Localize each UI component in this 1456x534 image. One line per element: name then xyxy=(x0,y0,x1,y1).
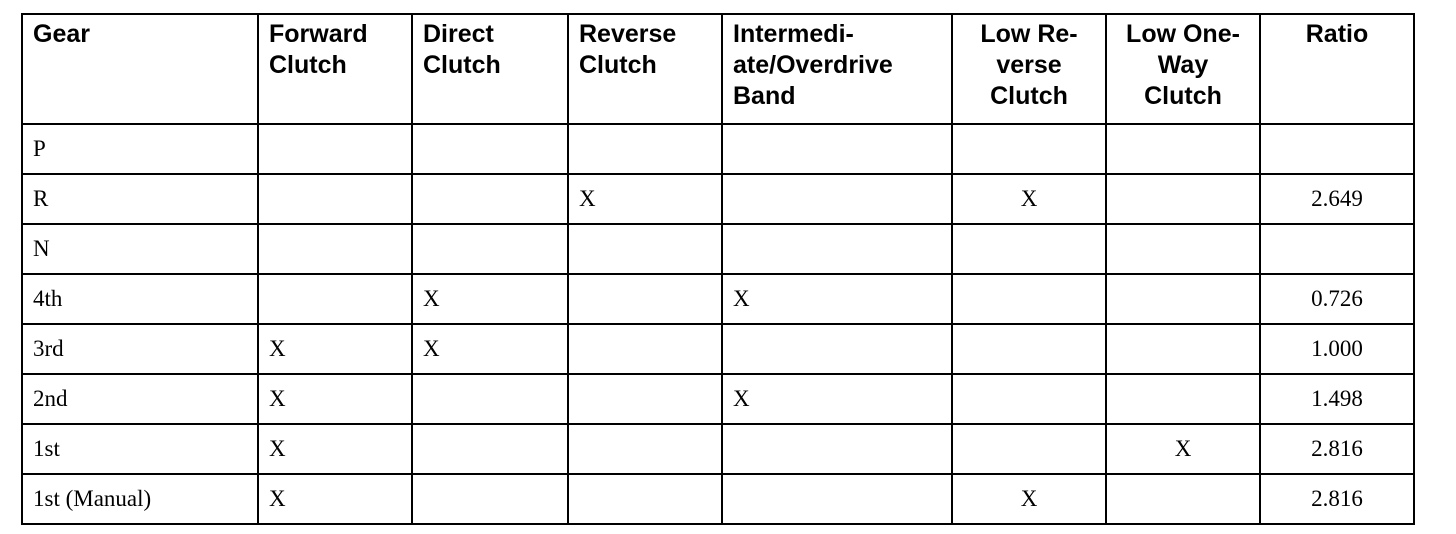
column-header-line: Intermedi- xyxy=(733,20,854,48)
engagement-cell xyxy=(567,223,723,275)
engagement-cell xyxy=(567,123,723,175)
column-header-line: Gear xyxy=(33,20,90,48)
column-header-line: Clutch xyxy=(990,82,1068,110)
gear-cell: 2nd xyxy=(21,373,259,425)
ratio-cell: 1.000 xyxy=(1259,323,1415,375)
column-header-line: Band xyxy=(733,82,796,110)
column-header-line: Way xyxy=(1157,51,1209,79)
column-header: Low Re-verse Clutch xyxy=(951,13,1107,125)
engagement-cell: X xyxy=(567,173,723,225)
column-header-line: Clutch xyxy=(579,51,657,79)
engagement-cell xyxy=(257,223,413,275)
table-row: R X X 2.649 xyxy=(21,173,1415,225)
ratio-cell: 1.498 xyxy=(1259,373,1415,425)
engagement-cell xyxy=(411,423,569,475)
engagement-cell xyxy=(567,323,723,375)
engagement-cell: X xyxy=(1105,423,1261,475)
column-header-line: Forward xyxy=(269,20,368,48)
column-header-line: Clutch xyxy=(269,51,347,79)
column-header-line: ate/Overdrive xyxy=(733,51,893,79)
engagement-cell xyxy=(1105,373,1261,425)
table-row: 1st X X 2.816 xyxy=(21,423,1415,475)
engagement-cell xyxy=(721,223,953,275)
engagement-cell xyxy=(567,373,723,425)
engagement-cell xyxy=(1105,473,1261,525)
table-row: 3rd X X 1.000 xyxy=(21,323,1415,375)
engagement-cell xyxy=(411,373,569,425)
gear-cell: 1st (Manual) xyxy=(21,473,259,525)
engagement-cell xyxy=(1105,123,1261,175)
column-header: Reverse Clutch xyxy=(567,13,723,125)
gear-cell: P xyxy=(21,123,259,175)
engagement-cell xyxy=(257,273,413,325)
column-header: Direct Clutch xyxy=(411,13,569,125)
table-row: 2nd X X 1.498 xyxy=(21,373,1415,425)
engagement-cell: X xyxy=(257,473,413,525)
engagement-cell xyxy=(721,323,953,375)
table-row: 4th X X 0.726 xyxy=(21,273,1415,325)
engagement-cell xyxy=(951,123,1107,175)
table-row: 1st (Manual) X X 2.816 xyxy=(21,473,1415,525)
engagement-cell xyxy=(1105,173,1261,225)
gear-cell: 3rd xyxy=(21,323,259,375)
engagement-cell xyxy=(721,173,953,225)
engagement-cell xyxy=(1105,273,1261,325)
engagement-cell: X xyxy=(257,323,413,375)
engagement-cell xyxy=(721,123,953,175)
engagement-cell xyxy=(411,173,569,225)
engagement-cell: X xyxy=(257,373,413,425)
column-header-line: Clutch xyxy=(1144,82,1222,110)
engagement-cell xyxy=(951,373,1107,425)
engagement-cell xyxy=(951,273,1107,325)
engagement-cell: X xyxy=(721,273,953,325)
ratio-cell: 2.816 xyxy=(1259,473,1415,525)
engagement-cell xyxy=(1105,223,1261,275)
engagement-cell xyxy=(1105,323,1261,375)
engagement-cell xyxy=(951,223,1107,275)
engagement-cell xyxy=(951,423,1107,475)
engagement-cell xyxy=(411,223,569,275)
ratio-cell: 2.816 xyxy=(1259,423,1415,475)
engagement-cell: X xyxy=(411,323,569,375)
engagement-cell: X xyxy=(411,273,569,325)
engagement-cell: X xyxy=(721,373,953,425)
ratio-cell xyxy=(1259,223,1415,275)
column-header: Forward Clutch xyxy=(257,13,413,125)
engagement-cell xyxy=(257,123,413,175)
engagement-cell xyxy=(567,423,723,475)
column-header-line: Clutch xyxy=(423,51,501,79)
clutch-application-table: Gear Forward Clutch Direct Clutch Reverse Clut… xyxy=(21,13,1415,525)
column-header: Low One- Way Clutch xyxy=(1105,13,1261,125)
column-header-line: Low Re- xyxy=(980,20,1078,48)
engagement-cell xyxy=(411,473,569,525)
column-header: Gear xyxy=(21,13,259,125)
gear-cell: 4th xyxy=(21,273,259,325)
column-header: Intermedi-ate/Overdrive Band xyxy=(721,13,953,125)
engagement-cell xyxy=(721,473,953,525)
column-header-line: Ratio xyxy=(1305,20,1369,48)
engagement-cell xyxy=(257,173,413,225)
table-row: N xyxy=(21,223,1415,275)
engagement-cell xyxy=(411,123,569,175)
ratio-cell: 2.649 xyxy=(1259,173,1415,225)
column-header-line: Direct xyxy=(423,20,494,48)
header-row: Gear Forward Clutch Direct Clutch Reverse Clut… xyxy=(21,13,1415,125)
engagement-cell: X xyxy=(951,473,1107,525)
ratio-cell xyxy=(1259,123,1415,175)
ratio-cell: 0.726 xyxy=(1259,273,1415,325)
engagement-cell: X xyxy=(951,173,1107,225)
column-header-line: Low One- xyxy=(1126,20,1240,48)
gear-cell: R xyxy=(21,173,259,225)
gear-cell: 1st xyxy=(21,423,259,475)
engagement-cell xyxy=(721,423,953,475)
engagement-cell xyxy=(567,473,723,525)
gear-cell: N xyxy=(21,223,259,275)
column-header-line: verse xyxy=(996,51,1062,79)
table-row: P xyxy=(21,123,1415,175)
engagement-cell xyxy=(567,273,723,325)
engagement-cell: X xyxy=(257,423,413,475)
column-header-line: Reverse xyxy=(579,20,677,48)
engagement-cell xyxy=(951,323,1107,375)
column-header: Ratio xyxy=(1259,13,1415,125)
